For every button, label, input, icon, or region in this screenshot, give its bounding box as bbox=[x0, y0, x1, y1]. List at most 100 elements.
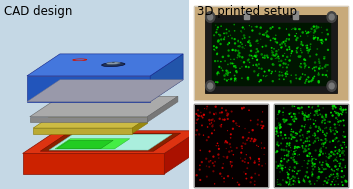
Point bbox=[284, 160, 290, 163]
Point bbox=[312, 29, 317, 32]
Point bbox=[308, 112, 313, 115]
Point bbox=[250, 64, 256, 67]
Point bbox=[231, 65, 237, 68]
Point bbox=[309, 155, 315, 158]
Point bbox=[298, 62, 304, 65]
Point bbox=[243, 142, 248, 145]
Point bbox=[297, 153, 302, 156]
Point bbox=[265, 56, 271, 59]
Point bbox=[262, 54, 268, 57]
Point bbox=[207, 165, 212, 168]
Point bbox=[281, 40, 286, 43]
Point bbox=[335, 140, 341, 143]
Point bbox=[335, 174, 341, 177]
Point bbox=[259, 164, 265, 167]
Point bbox=[231, 153, 236, 156]
Point bbox=[283, 136, 289, 139]
Point bbox=[318, 149, 323, 152]
Point bbox=[232, 74, 238, 77]
Point bbox=[222, 156, 228, 159]
Point bbox=[252, 180, 258, 183]
Point bbox=[305, 154, 310, 157]
Point bbox=[230, 177, 235, 180]
Point bbox=[277, 144, 282, 147]
Point bbox=[319, 120, 325, 123]
Point bbox=[280, 54, 286, 57]
Point bbox=[329, 173, 334, 176]
Point bbox=[306, 152, 312, 155]
Polygon shape bbox=[27, 76, 150, 102]
Point bbox=[282, 42, 288, 45]
Point bbox=[313, 158, 319, 161]
Point bbox=[239, 145, 245, 148]
Point bbox=[263, 75, 269, 78]
Bar bbox=[244, 11, 249, 19]
Point bbox=[247, 156, 253, 159]
Point bbox=[310, 67, 316, 70]
Point bbox=[322, 138, 328, 141]
Point bbox=[225, 43, 231, 46]
Point bbox=[270, 63, 276, 66]
Point bbox=[316, 127, 322, 130]
Point bbox=[327, 165, 332, 168]
Point bbox=[202, 107, 207, 110]
Point bbox=[334, 112, 339, 115]
Point bbox=[307, 114, 312, 117]
Point bbox=[256, 63, 262, 66]
Point bbox=[306, 115, 311, 119]
Point bbox=[316, 168, 322, 171]
Point bbox=[336, 113, 342, 116]
Point bbox=[270, 53, 276, 56]
Point bbox=[252, 25, 258, 28]
Point bbox=[221, 177, 227, 180]
Point bbox=[310, 173, 315, 176]
Point bbox=[343, 179, 348, 182]
Point bbox=[304, 137, 310, 140]
Point bbox=[311, 142, 316, 145]
Point bbox=[296, 145, 301, 148]
Point bbox=[303, 112, 309, 115]
Point bbox=[208, 159, 214, 162]
Point bbox=[295, 162, 301, 165]
Point bbox=[305, 176, 311, 179]
Point bbox=[324, 155, 329, 158]
Point bbox=[221, 180, 227, 183]
Point bbox=[268, 27, 274, 30]
Point bbox=[226, 49, 232, 52]
Point bbox=[307, 152, 313, 155]
Point bbox=[320, 170, 325, 174]
Point bbox=[306, 140, 312, 143]
Point bbox=[294, 47, 300, 50]
Point bbox=[277, 183, 283, 186]
Point bbox=[276, 60, 282, 63]
Point bbox=[322, 127, 328, 130]
Point bbox=[301, 179, 307, 182]
Point bbox=[301, 159, 307, 162]
Point bbox=[306, 76, 312, 79]
Point bbox=[213, 24, 219, 27]
Point bbox=[225, 155, 230, 158]
Point bbox=[294, 146, 300, 149]
Point bbox=[330, 114, 335, 117]
Point bbox=[325, 33, 331, 36]
Point bbox=[255, 74, 261, 77]
Point bbox=[291, 179, 297, 182]
Point bbox=[292, 27, 298, 30]
Point bbox=[290, 169, 295, 172]
Point bbox=[297, 134, 303, 137]
Point bbox=[292, 180, 298, 183]
Point bbox=[237, 45, 242, 48]
Polygon shape bbox=[147, 96, 178, 122]
Point bbox=[274, 127, 280, 130]
Point bbox=[224, 69, 229, 72]
Bar bbox=[274, 104, 348, 187]
Point bbox=[250, 29, 255, 32]
Point bbox=[340, 149, 346, 152]
Point bbox=[301, 150, 307, 153]
Polygon shape bbox=[27, 54, 183, 76]
Point bbox=[285, 123, 291, 126]
Point bbox=[340, 158, 346, 161]
Point bbox=[330, 153, 336, 156]
Point bbox=[261, 153, 267, 156]
Point bbox=[341, 136, 347, 139]
